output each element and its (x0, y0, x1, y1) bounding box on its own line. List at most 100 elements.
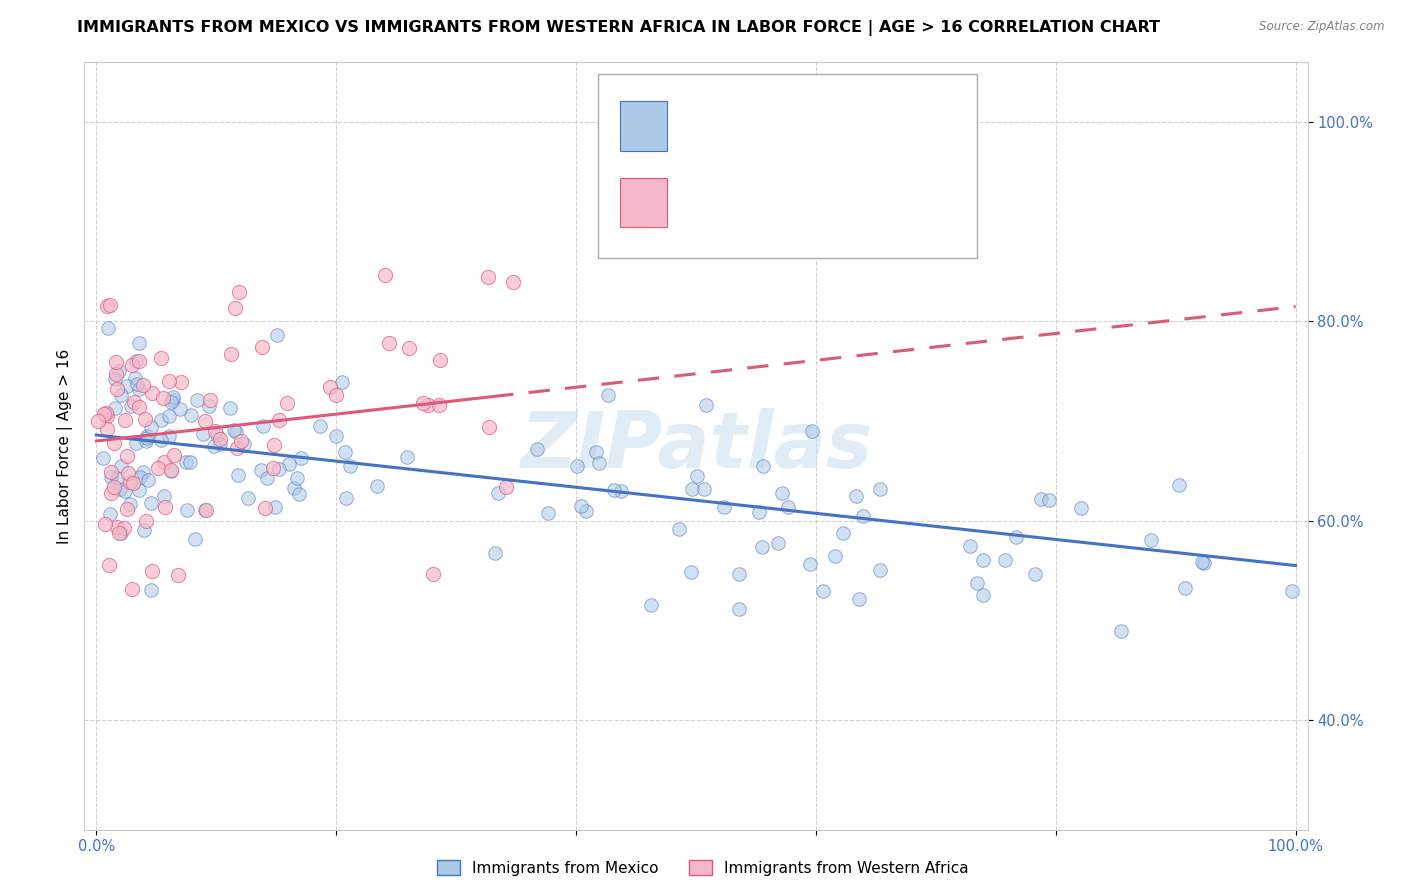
Point (100, 485, 122, 500)
Point (1070, 501, 1092, 516)
Point (104, 372, 127, 386)
Point (748, 505, 770, 519)
Point (141, 582, 163, 597)
Point (136, 473, 159, 487)
FancyBboxPatch shape (620, 178, 666, 227)
Point (1168, 477, 1191, 491)
Legend: Immigrants from Mexico, Immigrants from Western Africa: Immigrants from Mexico, Immigrants from … (430, 854, 976, 881)
Point (1140, 533, 1163, 547)
Point (135, 514, 157, 528)
Point (366, 479, 388, 493)
Point (233, 437, 256, 451)
Point (845, 489, 868, 503)
Point (98, 507, 121, 521)
Point (266, 328, 288, 343)
Point (152, 391, 174, 405)
Point (693, 482, 716, 496)
Point (115, 449, 138, 463)
Point (180, 409, 202, 423)
Point (103, 436, 125, 450)
Point (776, 500, 799, 515)
Point (96, 422, 118, 436)
Text: R =  0.168   N =  75: R = 0.168 N = 75 (681, 193, 877, 211)
Point (319, 380, 342, 394)
Point (128, 400, 150, 414)
Point (146, 461, 169, 475)
Point (128, 382, 150, 396)
Point (104, 355, 127, 369)
Point (129, 469, 152, 483)
Point (800, 424, 823, 438)
Point (575, 504, 598, 518)
Point (588, 456, 610, 470)
Point (228, 285, 250, 299)
Point (97, 558, 120, 572)
Point (219, 401, 242, 415)
Point (155, 500, 177, 515)
Point (610, 483, 633, 498)
Point (378, 336, 401, 351)
Point (112, 521, 135, 535)
Point (193, 414, 215, 428)
Point (993, 553, 1015, 567)
Point (770, 486, 793, 500)
Point (288, 487, 311, 501)
Point (110, 526, 132, 541)
Point (1005, 531, 1028, 545)
Point (565, 459, 588, 474)
Point (149, 351, 172, 366)
Point (502, 275, 524, 289)
Point (484, 546, 506, 560)
Point (157, 429, 180, 443)
Point (526, 442, 548, 456)
Point (603, 483, 626, 497)
Point (1194, 556, 1216, 570)
Point (136, 429, 159, 443)
Point (120, 400, 142, 414)
Point (1281, 583, 1303, 598)
Point (1109, 624, 1132, 639)
Point (208, 432, 231, 446)
Point (96, 299, 118, 313)
FancyBboxPatch shape (620, 101, 666, 151)
Point (226, 467, 249, 482)
Point (972, 588, 994, 602)
Point (668, 522, 690, 536)
Point (256, 471, 278, 485)
Point (221, 347, 243, 361)
Point (110, 459, 132, 474)
Point (107, 364, 129, 378)
Point (117, 466, 139, 480)
Point (1191, 555, 1213, 569)
Point (105, 382, 128, 396)
Point (869, 482, 891, 496)
Point (198, 399, 221, 413)
Point (87, 414, 110, 428)
Point (162, 391, 184, 405)
Point (751, 541, 773, 555)
Point (308, 419, 330, 434)
Point (278, 457, 301, 471)
Point (198, 393, 221, 408)
Point (222, 423, 245, 437)
Point (477, 270, 499, 285)
Point (290, 451, 312, 466)
Point (141, 386, 163, 401)
Point (169, 401, 191, 416)
Point (398, 341, 420, 355)
Point (186, 393, 208, 408)
Point (157, 409, 180, 424)
Point (416, 398, 439, 412)
Text: ZIPatlas: ZIPatlas (520, 408, 872, 484)
Point (162, 393, 184, 408)
Point (128, 353, 150, 368)
Point (640, 598, 662, 612)
Point (100, 465, 122, 479)
Point (325, 429, 347, 443)
Point (250, 340, 273, 354)
Point (264, 500, 287, 514)
Point (98, 298, 121, 312)
Point (96, 320, 118, 334)
Point (869, 563, 891, 577)
Text: R = -0.342   N = 135: R = -0.342 N = 135 (681, 116, 884, 135)
